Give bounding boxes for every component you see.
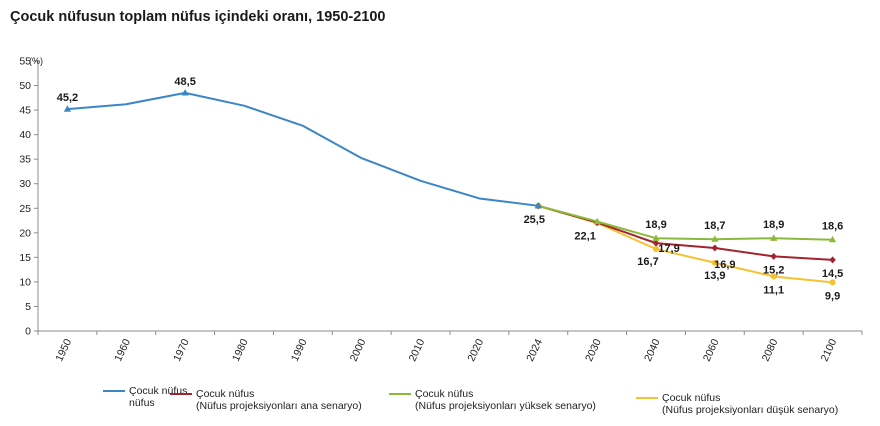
legend-sublabel: (Nüfus projeksiyonları ana senaryo) (196, 400, 362, 412)
x-tick-label: 1990 (289, 337, 310, 363)
y-tick-label: 35 (19, 154, 31, 166)
data-label: 17,9 (658, 243, 679, 255)
legend-swatch-red (170, 393, 192, 395)
y-tick-label: 15 (19, 252, 31, 264)
x-tick-label: 1970 (171, 337, 192, 363)
data-point (711, 259, 718, 266)
data-label: 48,5 (174, 76, 195, 88)
y-tick-label: 30 (19, 178, 31, 190)
x-tick-label: 2024 (524, 337, 545, 363)
legend-swatch-blue (103, 390, 125, 392)
x-tick-label: 1960 (112, 337, 133, 363)
x-tick-label: 2030 (583, 337, 604, 363)
chart-axes: 0 5 10 15 20 25 30 35 40 45 50 55(%) 1950 1960 1970 198… (19, 56, 863, 363)
x-tick-label: 2010 (407, 337, 428, 363)
data-point (829, 256, 836, 264)
y-tick-label: 0 (25, 326, 31, 338)
data-label: 18,9 (763, 219, 784, 231)
data-label: 25,5 (524, 214, 545, 226)
legend-sublabel: nüfus (129, 397, 155, 409)
y-tick-label: 20 (19, 227, 31, 239)
data-point (63, 105, 72, 112)
data-point (593, 217, 601, 225)
chart-lines (63, 89, 837, 286)
data-label: 18,9 (645, 219, 666, 231)
x-tick-label: 1950 (53, 337, 74, 363)
data-label: 22,1 (574, 231, 595, 243)
y-tick-label: 50 (19, 80, 31, 92)
data-label: 14,5 (822, 268, 843, 280)
legend-label: Çocuk nüfus (129, 385, 188, 397)
data-label: 18,7 (704, 220, 725, 232)
y-tick-label: 45 (19, 105, 31, 117)
data-point (829, 279, 836, 286)
data-point (770, 252, 777, 260)
x-tick-label: 2080 (760, 337, 781, 363)
chart-data-labels: 45,2 48,5 25,5 22,1 17,9 16,9 15,2 14,5 18,9 18,7… (57, 76, 844, 302)
series-line (538, 204, 833, 241)
data-label: 18,6 (822, 221, 843, 233)
data-point (711, 235, 719, 242)
data-label: 45,2 (57, 92, 78, 104)
data-point (770, 234, 778, 241)
legend-label: Çocuk nüfus (196, 388, 255, 400)
data-point (534, 202, 542, 209)
data-point (711, 244, 719, 252)
x-tick-label: 2100 (819, 337, 840, 363)
series-line (67, 91, 539, 207)
legend-swatch-green (389, 393, 411, 395)
legend-label: Çocuk nüfus (415, 388, 474, 400)
data-label: 9,9 (825, 290, 840, 302)
data-label: 16,7 (637, 256, 658, 268)
legend-label: Çocuk nüfus (662, 392, 721, 404)
legend-sublabel: (Nüfus projeksiyonları yüksek senaryo) (415, 400, 596, 412)
data-point (770, 273, 777, 280)
data-point (653, 246, 659, 253)
x-tick-label: 2040 (642, 337, 663, 363)
data-point (181, 89, 189, 96)
chart-title: Çocuk nüfusun toplam nüfus içindeki oran… (10, 9, 386, 25)
data-point (652, 239, 660, 247)
y-tick-label: 55 (19, 56, 31, 68)
data-label: 15,2 (763, 264, 784, 276)
data-label: 13,9 (704, 270, 725, 282)
data-label: 11,1 (763, 285, 784, 297)
y-tick-label: 5 (25, 301, 31, 313)
x-tick-label: 2060 (701, 337, 722, 363)
y-tick-label: 10 (19, 276, 31, 288)
x-tick-label: 1980 (230, 337, 251, 363)
data-point (652, 234, 660, 241)
legend-swatch-yellow (636, 397, 658, 399)
data-point (828, 235, 837, 243)
x-tick-label: 2000 (348, 337, 369, 363)
y-tick-label: 25 (19, 203, 31, 215)
x-tick-label: 2020 (465, 337, 486, 363)
data-label: 16,9 (714, 259, 735, 271)
y-tick-label: 40 (19, 129, 31, 141)
y-axis-label: (%) (29, 56, 43, 66)
legend-sublabel: (Nüfus projeksiyonları düşük senaryo) (662, 404, 839, 416)
